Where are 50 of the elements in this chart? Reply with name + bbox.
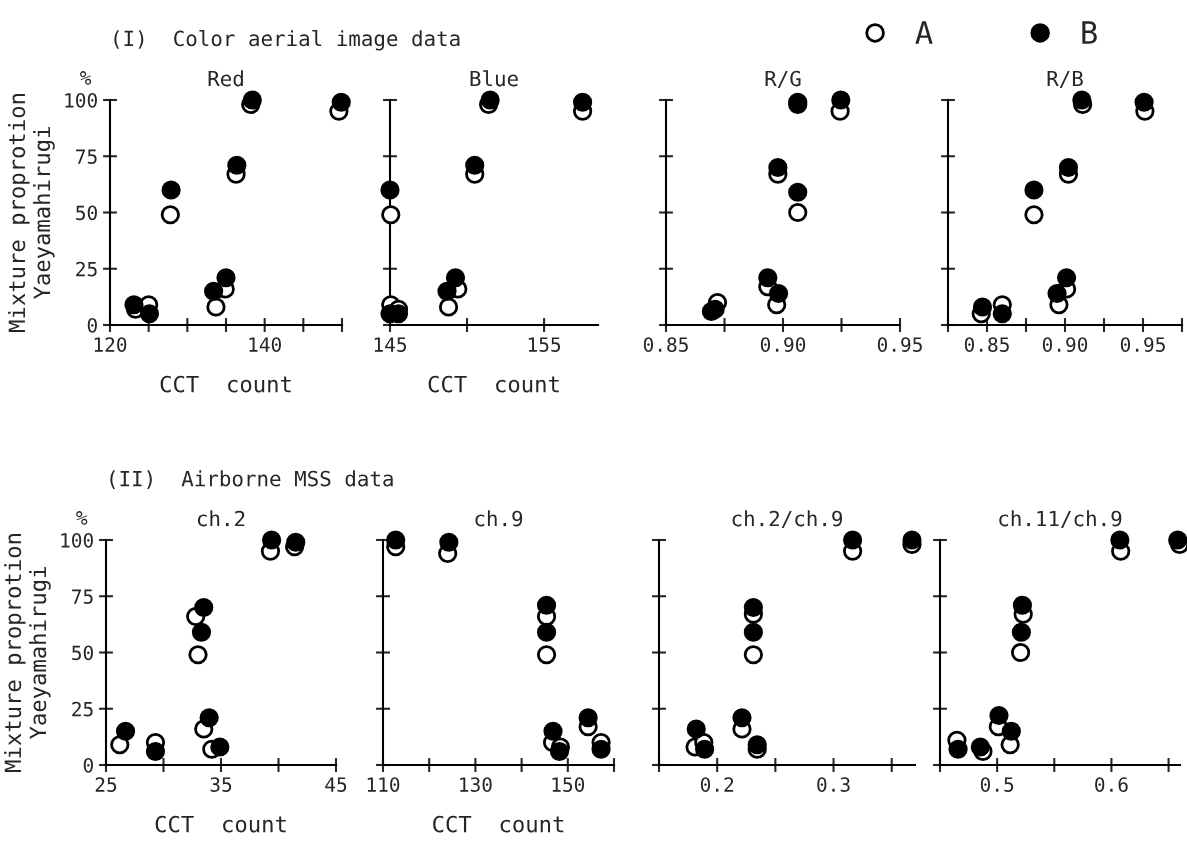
- chart-title: ch.2: [197, 510, 245, 527]
- y-tick-label: 100: [65, 93, 97, 108]
- chart-title: ch.11/ch.9: [999, 510, 1122, 529]
- text: %: [80, 71, 92, 85]
- x-tick-label: 0.3: [817, 777, 850, 792]
- chart-title: ch.9: [475, 510, 523, 527]
- text: %: [76, 511, 88, 525]
- y-tick-label: 75: [72, 589, 93, 604]
- y-tick-label: 0: [83, 758, 93, 773]
- x-tick-label: 0.85: [643, 337, 688, 352]
- x-tick-label: 0.2: [700, 777, 734, 792]
- chart-title: Red: [208, 70, 243, 87]
- y-tick-label: 25: [72, 701, 93, 717]
- x-tick-label: 120: [94, 337, 127, 352]
- x-tick-label: 0.95: [1120, 337, 1165, 352]
- x-tick-label: 145: [374, 337, 406, 352]
- x-tick-label: 0.90: [760, 337, 806, 352]
- text: (I) Color aerial image data: [114, 30, 460, 51]
- x-tick-label: 110: [367, 777, 400, 792]
- legend-label: B: [1082, 21, 1097, 44]
- x-tick-label: 35: [210, 777, 232, 792]
- y-axis-title: Mixture proprotion Yaeyamahirugi: [4, 534, 51, 772]
- x-tick-label: 25: [95, 777, 117, 792]
- y-tick-label: 75: [76, 149, 97, 164]
- chart-title: R/G: [765, 70, 801, 89]
- x-axis-title: CCT count: [160, 375, 291, 393]
- text: (II) Airborne MSS data: [110, 470, 393, 489]
- y-tick-label: 50: [76, 205, 97, 221]
- x-axis-title: CCT count: [428, 375, 559, 393]
- legend-label: A: [915, 21, 933, 44]
- x-tick-label: 0.85: [964, 337, 1009, 352]
- chart-title: ch.2/ch.9: [732, 510, 843, 529]
- x-tick-label: 150: [552, 777, 585, 792]
- y-tick-label: 100: [61, 533, 93, 548]
- x-tick-label: 0.5: [980, 777, 1014, 792]
- x-axis-title: CCT count: [155, 815, 286, 833]
- x-tick-label: 0.6: [1095, 777, 1128, 792]
- x-axis-title: CCT count: [433, 815, 564, 833]
- y-tick-label: 25: [76, 261, 97, 277]
- x-tick-label: 0.95: [877, 337, 922, 352]
- x-tick-label: 140: [249, 337, 281, 352]
- chart-title: Blue: [470, 70, 518, 87]
- y-tick-label: 50: [72, 645, 93, 661]
- x-tick-label: 0.90: [1042, 337, 1088, 352]
- y-tick-label: 0: [87, 318, 97, 333]
- x-tick-label: 130: [460, 777, 492, 792]
- x-tick-label: 155: [528, 337, 561, 352]
- y-axis-title: Mixture proprotion Yaeyamahirugi: [8, 94, 55, 332]
- x-tick-label: 45: [325, 777, 347, 792]
- chart-title: R/B: [1047, 70, 1083, 89]
